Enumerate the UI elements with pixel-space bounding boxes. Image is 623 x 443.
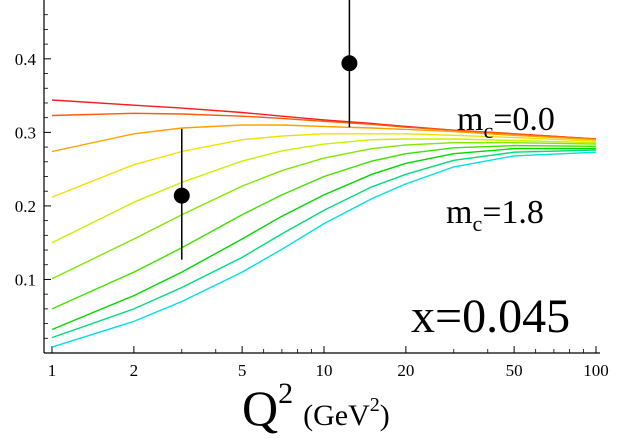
series-line-4 [51,138,597,244]
x-tick-label: 50 [506,361,523,380]
series-lines [51,99,597,348]
series-line-2 [51,124,597,153]
annotation-mc-top-base: m [457,101,483,138]
annotation-mc-bottom: mc=1.8 [446,194,544,236]
data-point-1 [341,55,358,72]
x-ticks: 1 2 5 10 20 50 100 [48,346,609,380]
data-points [173,0,358,260]
annotation-mc-top-sub: c [483,118,493,143]
x-axis-label-unit-close: ) [380,399,390,432]
x-tick-label: 100 [583,361,609,380]
data-point-0 [173,187,190,204]
y-tick-label: 0.1 [15,270,36,289]
x-tick-label: 1 [48,361,57,380]
annotation-mc-bottom-sub: c [472,211,482,236]
x-axis-label: Q2(GeV2) [242,377,390,436]
series-line-9 [51,151,597,348]
x-tick-label: 5 [238,361,247,380]
series-line-3 [51,133,597,198]
x-axis-label-unit-open: (GeV [303,399,370,432]
x-axis-label-unit-sup: 2 [370,394,380,416]
series-line-1 [51,112,597,140]
annotation-x-value: x=0.045 [411,290,570,343]
y-ticks: 0.1 0.2 0.3 0.4 [15,14,51,339]
series-line-6 [51,144,597,310]
x-tick-label: 10 [316,361,333,380]
series-line-7 [51,147,596,331]
y-tick-label: 0.4 [15,50,37,69]
x-tick-label: 20 [397,361,414,380]
annotation-mc-top-value: =0.0 [493,101,555,138]
annotation-mc-bottom-value: =1.8 [482,194,544,231]
y-tick-label: 0.3 [15,123,36,142]
x-axis-label-main-sup: 2 [278,377,293,410]
annotations: mc=0.0 mc=1.8 x=0.045 [411,101,570,343]
annotation-mc-bottom-base: m [446,194,472,231]
annotation-mc-top: mc=0.0 [457,101,555,143]
x-tick-label: 2 [130,361,139,380]
x-axis-label-main: Q [242,380,278,436]
series-line-5 [51,141,597,280]
y-tick-label: 0.2 [15,197,36,216]
series-line-8 [51,149,597,339]
